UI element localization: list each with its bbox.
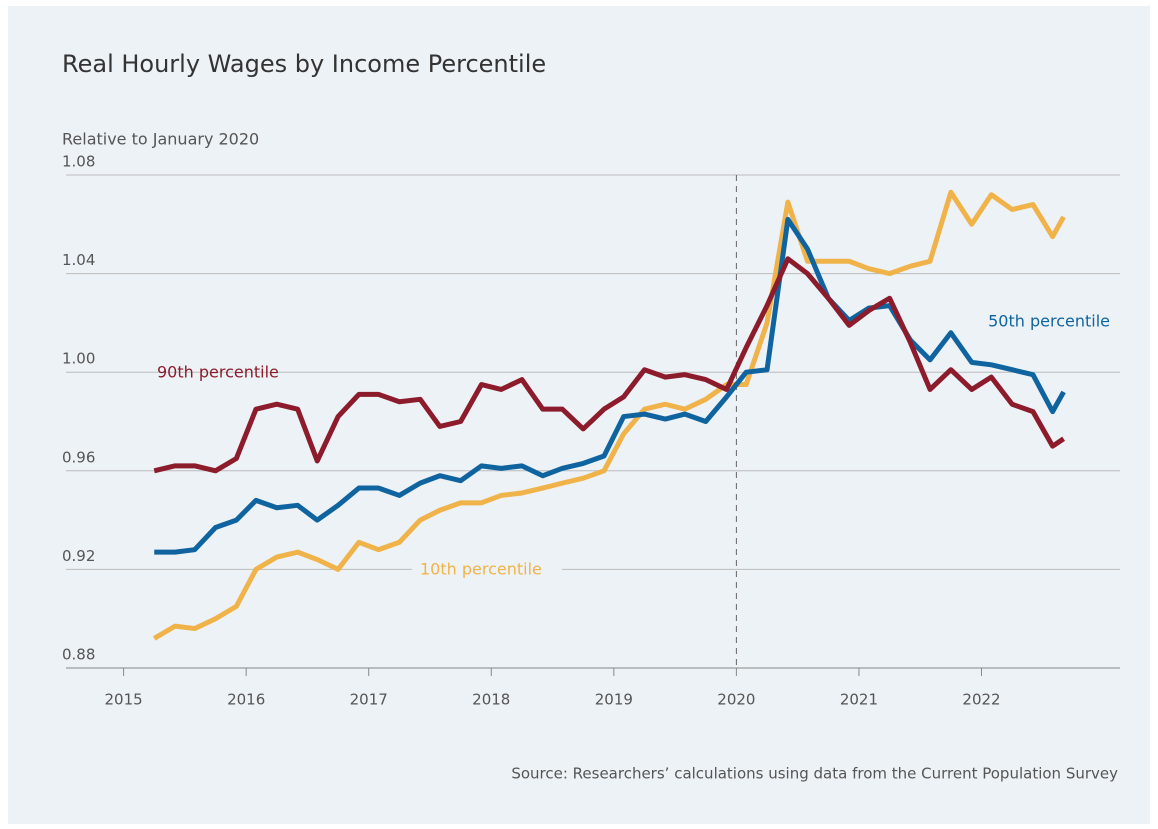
series-label: 90th percentile [157,363,279,382]
x-tick-label: 2017 [350,691,388,709]
series-label: 50th percentile [988,312,1110,331]
x-tick-label: 2021 [840,691,878,709]
series-label: 10th percentile [420,560,542,579]
source: Source: Researchers’ calculations using … [511,765,1118,783]
x-tick-label: 2016 [227,691,265,709]
y-tick-label: 1.04 [62,251,95,269]
label-bg [412,558,562,582]
y-tick-label: 1.00 [62,350,95,368]
subtitle: Relative to January 2020 [62,130,259,149]
y-tick-label: 0.96 [62,448,95,466]
x-tick-label: 2022 [962,691,1000,709]
line-series [153,256,1066,474]
chart-title: Real Hourly Wages by Income Percentile [62,50,546,78]
x-tick-label: 2019 [595,691,633,709]
x-tick-label: 2015 [105,691,143,709]
x-tick-label: 2018 [472,691,510,709]
y-tick-label: 0.88 [62,646,95,664]
y-tick-label: 0.92 [62,547,95,565]
panel [8,6,1150,824]
line-series [154,216,1066,555]
x-tick-label: 2020 [717,691,755,709]
line-series [152,189,1066,641]
y-tick-label: 1.08 [62,153,95,171]
